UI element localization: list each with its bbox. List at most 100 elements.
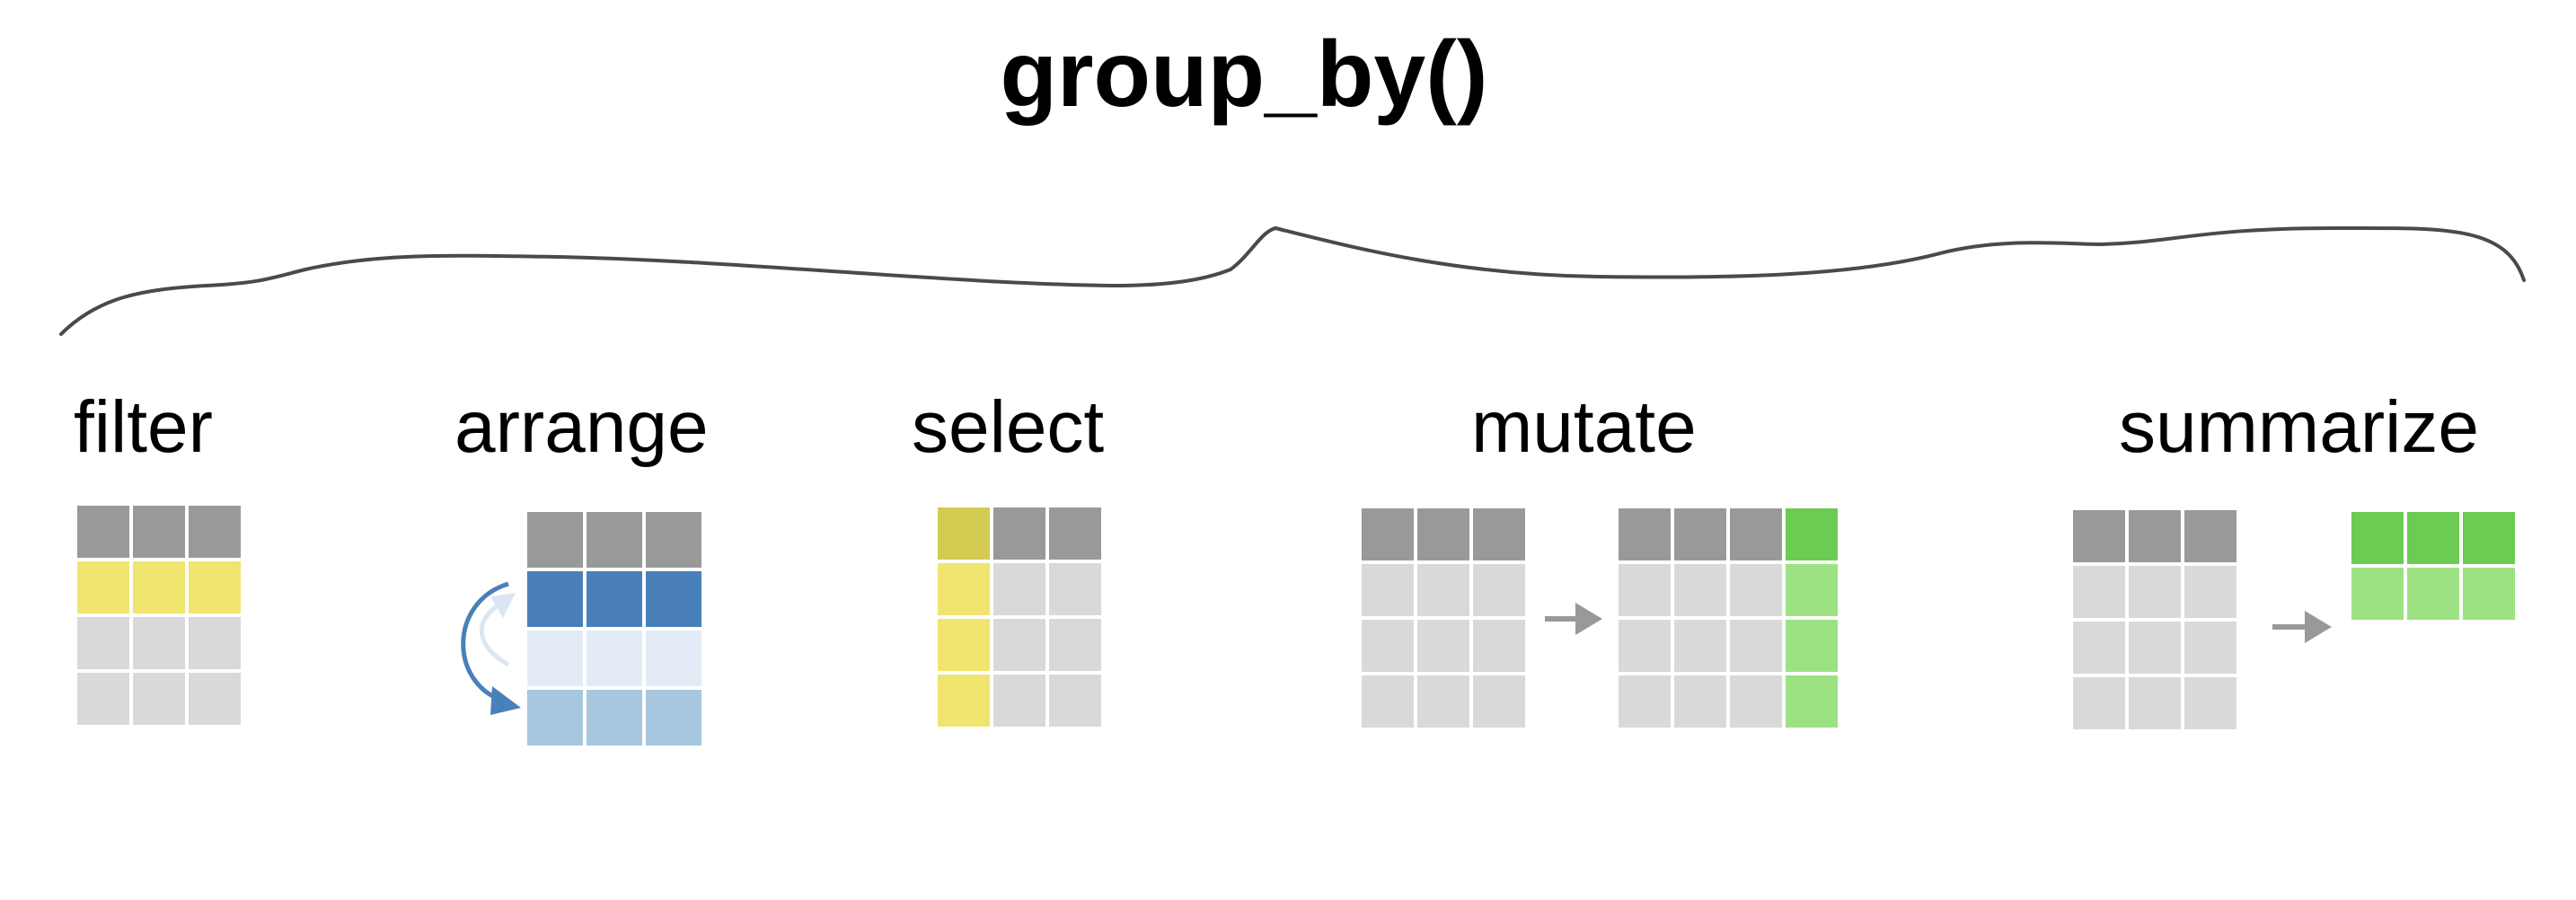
filter-table-cell <box>189 561 241 613</box>
select-table-cell <box>993 675 1045 727</box>
summarize-input-table-cell <box>2129 510 2181 562</box>
select-table-cell <box>993 619 1045 671</box>
arrange-rows-icon <box>461 512 701 746</box>
select-table-cell <box>938 507 990 560</box>
summarize-collapse-icon <box>2073 510 2515 729</box>
arrange-table-cell <box>646 512 701 568</box>
mutate-input-table-cell <box>1362 508 1414 560</box>
verb-label-mutate: mutate <box>1471 386 1697 468</box>
filter-table-cell <box>77 617 129 669</box>
mutate-output-table-cell <box>1730 508 1782 560</box>
summarize-arrow-head <box>2305 611 2332 643</box>
summarize-output-table-cell <box>2351 512 2404 564</box>
select-table-cell <box>1049 507 1101 560</box>
swap-arrow-up-head <box>490 593 516 618</box>
summarize-output-table-cell <box>2351 568 2404 620</box>
select-table-cell <box>938 619 990 671</box>
filter-rows-icon <box>77 506 241 725</box>
mutate-input-table-cell <box>1417 564 1469 616</box>
mutate-input-table-cell <box>1362 620 1414 672</box>
select-table-cell <box>938 675 990 727</box>
summarize-output-table-cell <box>2463 568 2515 620</box>
mutate-arrow-head <box>1575 603 1602 635</box>
summarize-input-table-cell <box>2184 510 2236 562</box>
arrange-table-cell <box>646 690 701 746</box>
mutate-output-table-cell <box>1786 564 1838 616</box>
mutate-add-column-icon <box>1362 508 1838 728</box>
verb-label-filter: filter <box>74 386 213 468</box>
mutate-input-table-cell <box>1473 508 1525 560</box>
filter-table-cell <box>133 561 185 613</box>
swap-arrow-up <box>479 601 510 667</box>
summarize-input-table-cell <box>2184 677 2236 729</box>
arrange-table-cell <box>587 571 642 627</box>
arrange-table-cell <box>527 631 583 686</box>
mutate-output-table-cell <box>1730 620 1782 672</box>
mutate-output-table-cell <box>1619 508 1671 560</box>
summarize-input-table-cell <box>2129 622 2181 674</box>
filter-table-cell <box>133 673 185 725</box>
mutate-output-table-cell <box>1674 675 1726 728</box>
select-table-cell <box>1049 619 1101 671</box>
mutate-output-table-cell <box>1730 675 1782 728</box>
summarize-input-table-cell <box>2129 677 2181 729</box>
mutate-input-table-cell <box>1473 620 1525 672</box>
summarize-input-table-cell <box>2073 510 2125 562</box>
summarize-input-table-cell <box>2073 622 2125 674</box>
mutate-input-table-cell <box>1362 564 1414 616</box>
verb-label-arrange: arrange <box>454 386 709 468</box>
swap-arrow-down-head <box>490 686 521 715</box>
diagram-title: group_by() <box>1000 22 1487 127</box>
arrange-table-cell <box>646 571 701 627</box>
summarize-output-table-cell <box>2407 512 2459 564</box>
arrange-table-cell <box>587 631 642 686</box>
mutate-input-table-cell <box>1362 675 1414 728</box>
summarize-input-table-cell <box>2073 566 2125 618</box>
arrange-table-cell <box>587 690 642 746</box>
mutate-input-table-cell <box>1473 675 1525 728</box>
verb-label-summarize: summarize <box>2119 386 2479 468</box>
mutate-output-table-cell <box>1619 675 1671 728</box>
select-table-cell <box>993 563 1045 615</box>
arrange-table-cell <box>646 631 701 686</box>
mutate-input-table-cell <box>1417 675 1469 728</box>
mutate-output-table-cell <box>1619 620 1671 672</box>
select-table-cell <box>1049 675 1101 727</box>
summarize-input-table-cell <box>2073 677 2125 729</box>
mutate-output-table-cell <box>1674 620 1726 672</box>
mutate-input-table-cell <box>1417 508 1469 560</box>
filter-table-cell <box>189 673 241 725</box>
mutate-output-table-cell <box>1786 620 1838 672</box>
summarize-input-table-cell <box>2129 566 2181 618</box>
filter-table-cell <box>189 506 241 558</box>
grouping-brace <box>59 225 2526 336</box>
summarize-input-table-cell <box>2184 622 2236 674</box>
filter-table-cell <box>189 617 241 669</box>
mutate-output-table-cell <box>1786 675 1838 728</box>
mutate-output-table-cell <box>1786 508 1838 560</box>
filter-table-cell <box>77 673 129 725</box>
filter-table-cell <box>77 506 129 558</box>
swap-arrow-down <box>461 581 509 703</box>
arrange-table-cell <box>587 512 642 568</box>
mutate-output-table-cell <box>1730 564 1782 616</box>
arrange-table-cell <box>527 571 583 627</box>
summarize-input-table-cell <box>2184 566 2236 618</box>
filter-table-cell <box>133 506 185 558</box>
select-table-cell <box>993 507 1045 560</box>
mutate-output-table-cell <box>1674 508 1726 560</box>
mutate-output-table-cell <box>1619 564 1671 616</box>
arrange-table-cell <box>527 690 583 746</box>
select-column-icon <box>938 507 1101 727</box>
select-table-cell <box>938 563 990 615</box>
mutate-output-table-cell <box>1674 564 1726 616</box>
verb-label-select: select <box>912 386 1104 468</box>
mutate-input-table-cell <box>1473 564 1525 616</box>
filter-table-cell <box>77 561 129 613</box>
summarize-output-table-cell <box>2463 512 2515 564</box>
arrange-table-cell <box>527 512 583 568</box>
select-table-cell <box>1049 563 1101 615</box>
mutate-input-table-cell <box>1417 620 1469 672</box>
filter-table-cell <box>133 617 185 669</box>
